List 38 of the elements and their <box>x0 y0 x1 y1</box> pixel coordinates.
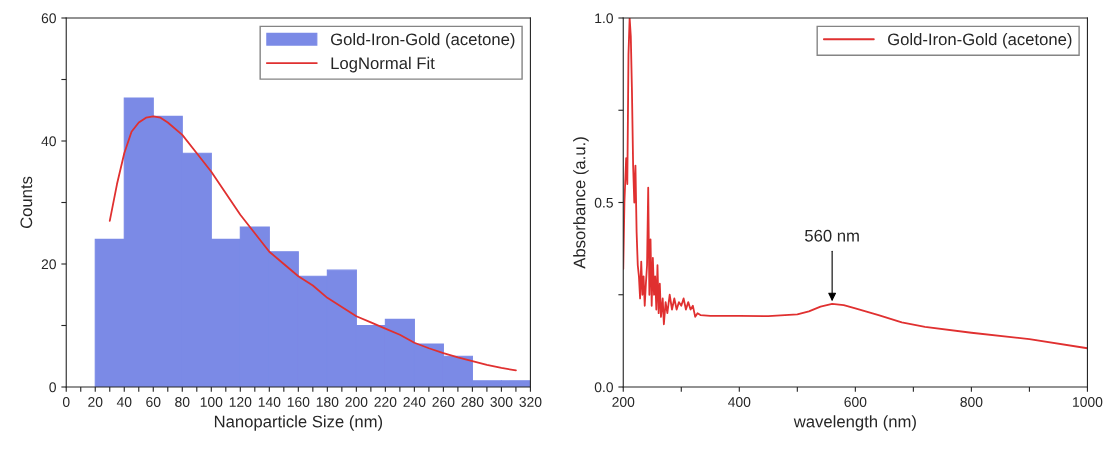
x-tick-label: 140 <box>258 397 281 407</box>
x-tick-label: 400 <box>728 397 751 407</box>
x-tick-label: 40 <box>116 397 132 407</box>
x-tick-label: 320 <box>519 397 542 407</box>
x-tick-label: 600 <box>844 397 867 407</box>
x-tick-label: 0 <box>62 397 70 407</box>
y-tick-label: 0.5 <box>594 197 613 208</box>
y-axis-title: Counts <box>20 176 33 229</box>
y-tick-label: 60 <box>41 13 56 24</box>
y-tick-label: 1.0 <box>595 13 613 24</box>
x-tick-label: 60 <box>146 397 161 407</box>
x-axis-title: Nanoparticle Size (nm) <box>214 415 383 431</box>
x-tick-label: 280 <box>461 397 484 407</box>
x-tick-label: 160 <box>287 397 310 407</box>
y-tick-label: 0 <box>49 382 56 393</box>
x-tick-label: 300 <box>490 397 513 407</box>
legend-label: Gold-Iron-Gold (acetone) <box>331 33 515 49</box>
x-tick-label: 80 <box>175 397 190 407</box>
x-tick-label: 20 <box>88 397 103 407</box>
y-tick-label: 0.0 <box>594 382 613 393</box>
x-tick-label: 800 <box>960 397 983 407</box>
x-tick-label: 120 <box>229 397 252 407</box>
y-axis-title: Absorbance (a.u.) <box>573 137 589 269</box>
x-tick-label: 100 <box>200 397 223 407</box>
x-tick-label: 1000 <box>1073 397 1103 407</box>
x-tick-label: 240 <box>403 397 426 407</box>
x-tick-label: 260 <box>432 397 455 407</box>
x-axis-title: wavelength (nm) <box>793 415 916 431</box>
x-tick-label: 200 <box>345 397 368 407</box>
x-tick-label: 220 <box>374 397 397 407</box>
x-tick-label: 200 <box>612 397 635 407</box>
legend-label: LogNormal Fit <box>331 56 435 73</box>
legend-label: Gold-Iron-Gold (acetone) <box>888 33 1072 49</box>
y-tick-label: 20 <box>41 259 56 270</box>
x-tick-label: 180 <box>316 397 339 407</box>
line-series <box>108 115 517 372</box>
annotation: 560 nm <box>805 229 859 242</box>
y-tick-label: 40 <box>41 136 56 147</box>
